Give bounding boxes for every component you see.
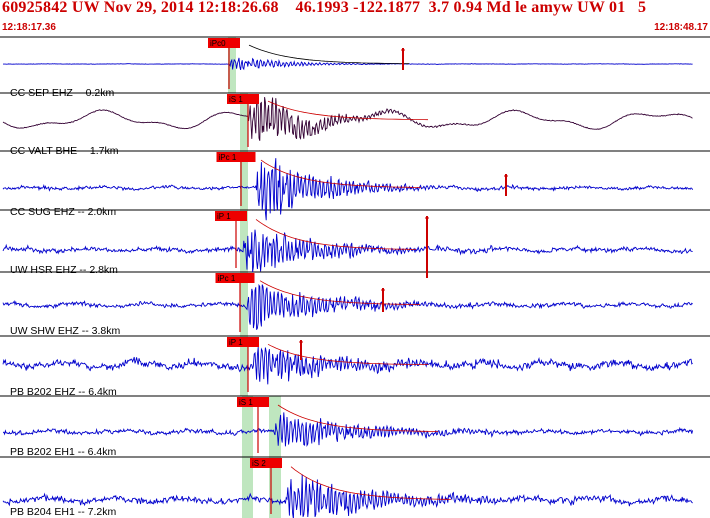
waveform bbox=[2, 474, 693, 518]
event-longitude: -122.1877 bbox=[353, 0, 421, 16]
station-label: UW SHW EHZ -- 3.8km bbox=[10, 325, 120, 337]
event-magnitude-type: Md bbox=[486, 0, 511, 16]
station-label: PB B202 EH1 -- 6.4km bbox=[10, 446, 116, 458]
station-trace[interactable]: iPc 1 CC SUG EHZ -- 2.0km bbox=[2, 152, 693, 221]
phase-pick-label: iP 1 bbox=[229, 338, 243, 347]
phase-pick-tag[interactable] bbox=[227, 94, 259, 104]
event-id: 60925842 bbox=[2, 0, 68, 16]
station-trace[interactable]: iS 1 PB B202 EH1 -- 6.4km bbox=[2, 397, 694, 458]
waveform bbox=[2, 229, 693, 273]
coda-decay-curve bbox=[260, 159, 422, 188]
phase-pick-label: iP 1 bbox=[217, 212, 231, 221]
event-magnitude: 0.94 bbox=[453, 0, 483, 16]
time-axis-start: 12:18:17.36 bbox=[2, 22, 56, 33]
phase-pick-label: iS 2 bbox=[252, 459, 266, 468]
phase-pick-tag[interactable] bbox=[208, 38, 240, 48]
station-trace[interactable]: iPc 1 UW SHW EHZ -- 3.8km bbox=[2, 273, 693, 337]
event-origin-tag: UW 01 bbox=[577, 0, 626, 16]
phase-pick-tag[interactable] bbox=[215, 273, 255, 283]
station-trace[interactable]: iP 1 PB B202 EHZ -- 6.4km bbox=[2, 337, 693, 398]
coda-decay-curve bbox=[267, 100, 429, 121]
station-trace[interactable]: iS 1 CC VALT BHE -- 1.7km bbox=[2, 94, 693, 157]
time-axis-end: 12:18:48.17 bbox=[654, 22, 708, 33]
waveform bbox=[2, 283, 693, 330]
coda-decay-curve bbox=[290, 466, 452, 500]
event-trailing: 5 bbox=[638, 0, 647, 16]
event-network: UW bbox=[71, 0, 100, 16]
phase-pick-tag[interactable] bbox=[250, 458, 282, 468]
waveform bbox=[2, 412, 694, 447]
station-label: CC SEP EHZ -- 0.2km bbox=[10, 87, 114, 99]
station-label: PB B202 EHZ -- 6.4km bbox=[10, 386, 117, 398]
event-depth: 3.7 bbox=[428, 0, 450, 16]
phase-pick-tag[interactable] bbox=[237, 397, 269, 407]
station-trace[interactable]: iS 2 PB B204 EH1 -- 7.2km bbox=[2, 458, 693, 518]
event-summary-line: 60925842 UW Nov 29, 2014 12:18:26.68 46.… bbox=[2, 0, 646, 17]
station-label: PB B204 EH1 -- 7.2km bbox=[10, 506, 116, 518]
coda-decay-curve bbox=[259, 280, 421, 305]
phase-pick-label: iPc0 bbox=[210, 39, 226, 48]
station-label: UW HSR EHZ -- 2.8km bbox=[10, 264, 118, 276]
phase-pick-label: iS 1 bbox=[239, 398, 253, 407]
coda-decay-curve bbox=[255, 219, 416, 250]
event-header: 60925842 UW Nov 29, 2014 12:18:26.68 46.… bbox=[0, 0, 710, 36]
phase-pick-tag[interactable] bbox=[216, 152, 256, 162]
phase-pick-tag[interactable] bbox=[227, 337, 259, 347]
event-flags: le bbox=[515, 0, 528, 16]
station-trace[interactable]: iP 1 UW HSR EHZ -- 2.8km bbox=[2, 211, 693, 276]
waveform bbox=[2, 97, 693, 141]
coda-decay-curve bbox=[248, 44, 410, 65]
phase-pick-label: iPc 1 bbox=[219, 153, 237, 162]
event-datetime: Nov 29, 2014 12:18:26.68 bbox=[103, 0, 279, 16]
waveform bbox=[3, 57, 693, 71]
waveform bbox=[2, 158, 693, 221]
phase-pick-tag[interactable] bbox=[215, 211, 247, 221]
waveform bbox=[2, 346, 693, 385]
phase-pick-label: iPc 1 bbox=[218, 274, 236, 283]
event-latitude: 46.1993 bbox=[295, 0, 349, 16]
station-label: CC SUG EHZ -- 2.0km bbox=[10, 206, 116, 218]
station-label: CC VALT BHE -- 1.7km bbox=[10, 145, 119, 157]
station-trace[interactable]: iPc0 CC SEP EHZ -- 0.2km bbox=[3, 38, 693, 99]
coda-decay-curve bbox=[277, 404, 438, 432]
event-source: amyw bbox=[531, 0, 573, 16]
coda-decay-curve bbox=[267, 343, 428, 365]
phase-pick-label: iS 1 bbox=[229, 95, 243, 104]
